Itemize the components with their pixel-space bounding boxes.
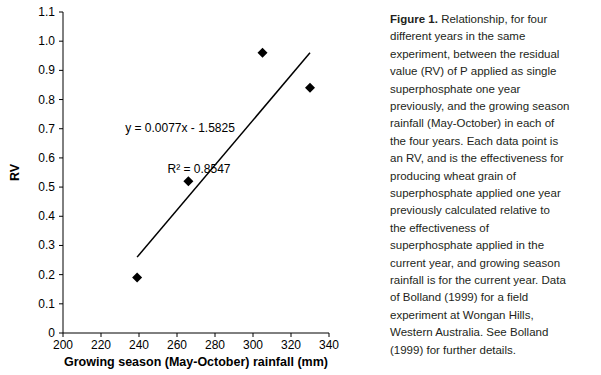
trend-line: [137, 53, 310, 257]
x-tick: [101, 333, 102, 337]
x-tick-label: 340: [319, 338, 339, 352]
y-axis: [63, 12, 64, 333]
caption-label: Figure 1.: [390, 13, 438, 25]
caption-line: of Bolland (1999) for a field: [390, 291, 528, 303]
y-tick: [59, 99, 63, 100]
x-tick-label: 220: [91, 338, 111, 352]
x-tick-label: 200: [53, 338, 73, 352]
y-tick-label: 1.0: [38, 34, 55, 48]
y-tick-label: 0.7: [38, 122, 55, 136]
y-tick-label: 0.9: [38, 63, 55, 77]
y-axis-title: RV: [8, 163, 22, 181]
x-tick-label: 320: [281, 338, 301, 352]
caption-line: rainfall (May-October) in each of: [390, 117, 555, 129]
caption-line: producing wheat grain of: [390, 170, 517, 182]
caption-line: superphosphate one year: [390, 83, 521, 95]
x-axis-title: Growing season (May-October) rainfall (m…: [64, 355, 328, 369]
y-tick: [59, 70, 63, 71]
x-tick: [291, 333, 292, 337]
y-tick: [59, 187, 63, 188]
plot-marks: [132, 48, 315, 283]
data-point: [183, 176, 193, 186]
annotation: y = 0.0077x - 1.5825: [125, 121, 235, 135]
y-tick: [59, 41, 63, 42]
y-tick-label: 0.8: [38, 93, 55, 107]
y-tick-label: 1.1: [38, 5, 55, 19]
y-tick-label: 0.1: [38, 297, 55, 311]
caption-line: the four years. Each data point is: [390, 135, 558, 147]
x-tick: [63, 333, 64, 337]
caption-line: (1999) for further details.: [390, 344, 516, 356]
y-tick: [59, 157, 63, 158]
y-tick: [59, 12, 63, 13]
y-tick: [59, 333, 63, 334]
x-tick: [177, 333, 178, 337]
caption-line: previously, and the growing season: [390, 100, 569, 112]
y-tick: [59, 303, 63, 304]
caption-line: experiment at Wongan Hills,: [390, 309, 534, 321]
caption-line: an RV, and is the effectiveness for: [390, 152, 564, 164]
caption-line: experiment, between the residual: [390, 48, 559, 60]
y-tick: [59, 128, 63, 129]
data-point: [305, 83, 315, 93]
y-tick: [59, 245, 63, 246]
x-tick-label: 300: [243, 338, 263, 352]
y-tick-label: 0.2: [38, 268, 55, 282]
y-tick-label: 0.6: [38, 151, 55, 165]
caption-line: current year, and growing season: [390, 257, 560, 269]
y-tick: [59, 274, 63, 275]
caption-line: Western Australia. See Bolland: [390, 326, 548, 338]
x-tick: [139, 333, 140, 337]
x-tick-label: 260: [167, 338, 187, 352]
y-tick: [59, 216, 63, 217]
x-axis: [63, 333, 329, 334]
caption-line: value (RV) of P applied as single: [390, 65, 556, 77]
caption-text: Relationship, for four: [438, 13, 547, 25]
caption-line: the effectiveness of: [390, 222, 490, 234]
caption-line: different years in the same: [390, 30, 525, 42]
x-tick-label: 240: [129, 338, 149, 352]
caption-line: superphosphate applied in the: [390, 239, 544, 251]
y-tick-label: 0.3: [38, 238, 55, 252]
x-tick: [329, 333, 330, 337]
y-tick-label: 0.4: [38, 209, 55, 223]
caption-line: previously calculated relative to: [390, 204, 550, 216]
data-point: [132, 273, 142, 283]
caption-line: Figure 1. Relationship, for four: [390, 13, 547, 25]
data-point: [258, 48, 268, 58]
y-tick-label: 0.5: [38, 180, 55, 194]
caption-line: superphosphate applied one year: [390, 187, 561, 199]
caption-line: rainfall is for the current year. Data: [390, 274, 566, 286]
annotation: R² = 0.8547: [167, 162, 230, 176]
x-tick: [215, 333, 216, 337]
x-tick: [253, 333, 254, 337]
x-tick-label: 280: [205, 338, 225, 352]
chart: 00.10.20.30.40.50.60.70.80.91.01.1200220…: [0, 0, 601, 375]
